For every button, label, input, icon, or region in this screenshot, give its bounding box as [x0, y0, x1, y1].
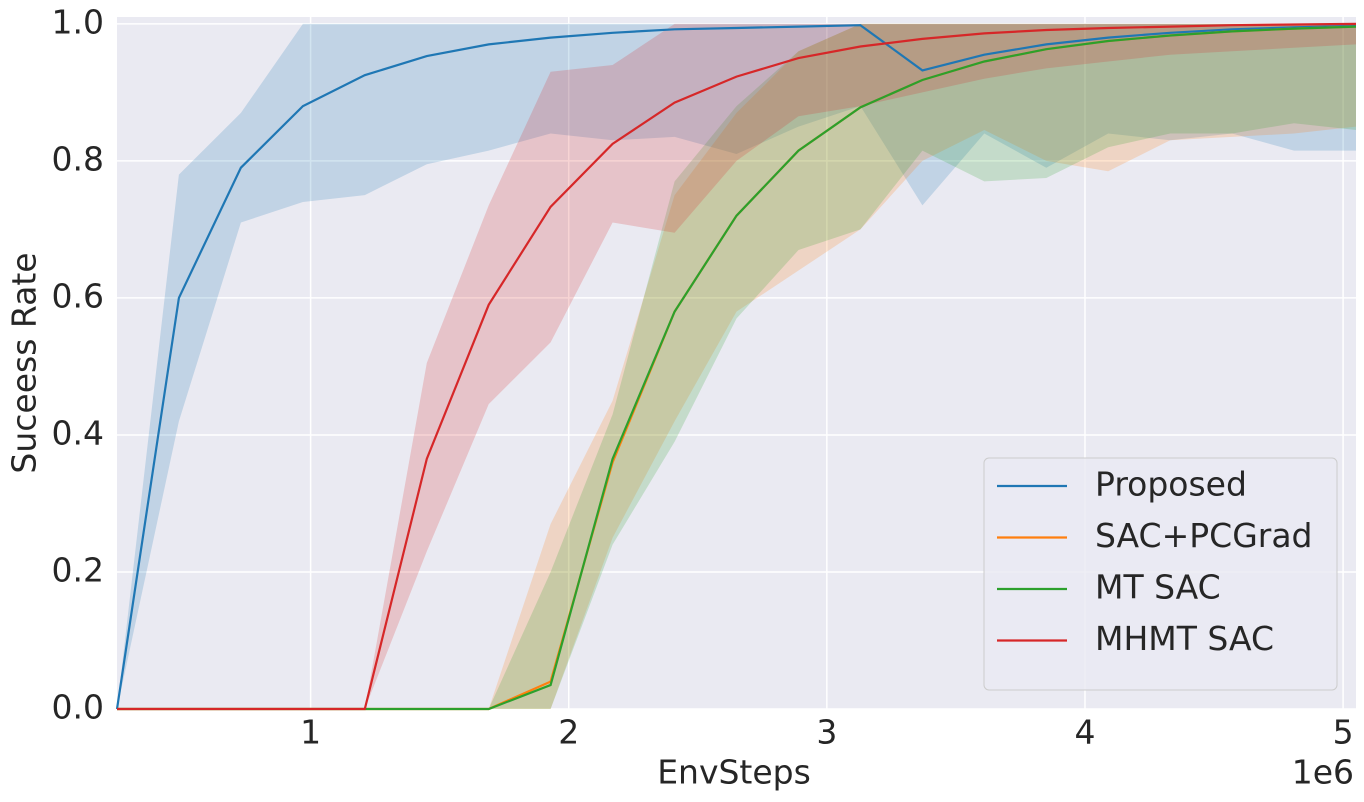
- legend-label: MT SAC: [1095, 568, 1221, 607]
- line: [115, 24, 1357, 710]
- y-axis-label: Suceess Rate: [5, 252, 44, 473]
- y-tick-label: 0.6: [52, 276, 104, 315]
- confidence-band: [117, 23, 1356, 709]
- x-tick-label: 1: [300, 713, 321, 752]
- y-tick-label: 1.0: [52, 2, 104, 41]
- legend-box: [983, 457, 1338, 691]
- legend-label: Proposed: [1095, 465, 1247, 504]
- y-tick-label: 0.2: [52, 550, 104, 589]
- y-tick-label: 0.8: [52, 139, 104, 178]
- y-tick-label: 0.0: [52, 688, 104, 727]
- confidence-band: [117, 23, 1356, 709]
- x-tick-label: 5: [1333, 713, 1354, 752]
- line: [117, 22, 1357, 711]
- x-offset-label: 1e6: [1292, 753, 1354, 792]
- x-tick-label: 2: [558, 713, 579, 752]
- x-tick-label: 3: [816, 713, 837, 752]
- confidence-band: [117, 23, 1356, 709]
- x-axis-label: EnvSteps: [657, 753, 811, 792]
- confidence-band: [117, 23, 1356, 709]
- legend-label: MHMT SAC: [1095, 619, 1274, 658]
- legend-label: SAC+PCGrad: [1095, 516, 1313, 555]
- y-tick-label: 0.4: [52, 413, 104, 452]
- x-tick-label: 4: [1074, 713, 1095, 752]
